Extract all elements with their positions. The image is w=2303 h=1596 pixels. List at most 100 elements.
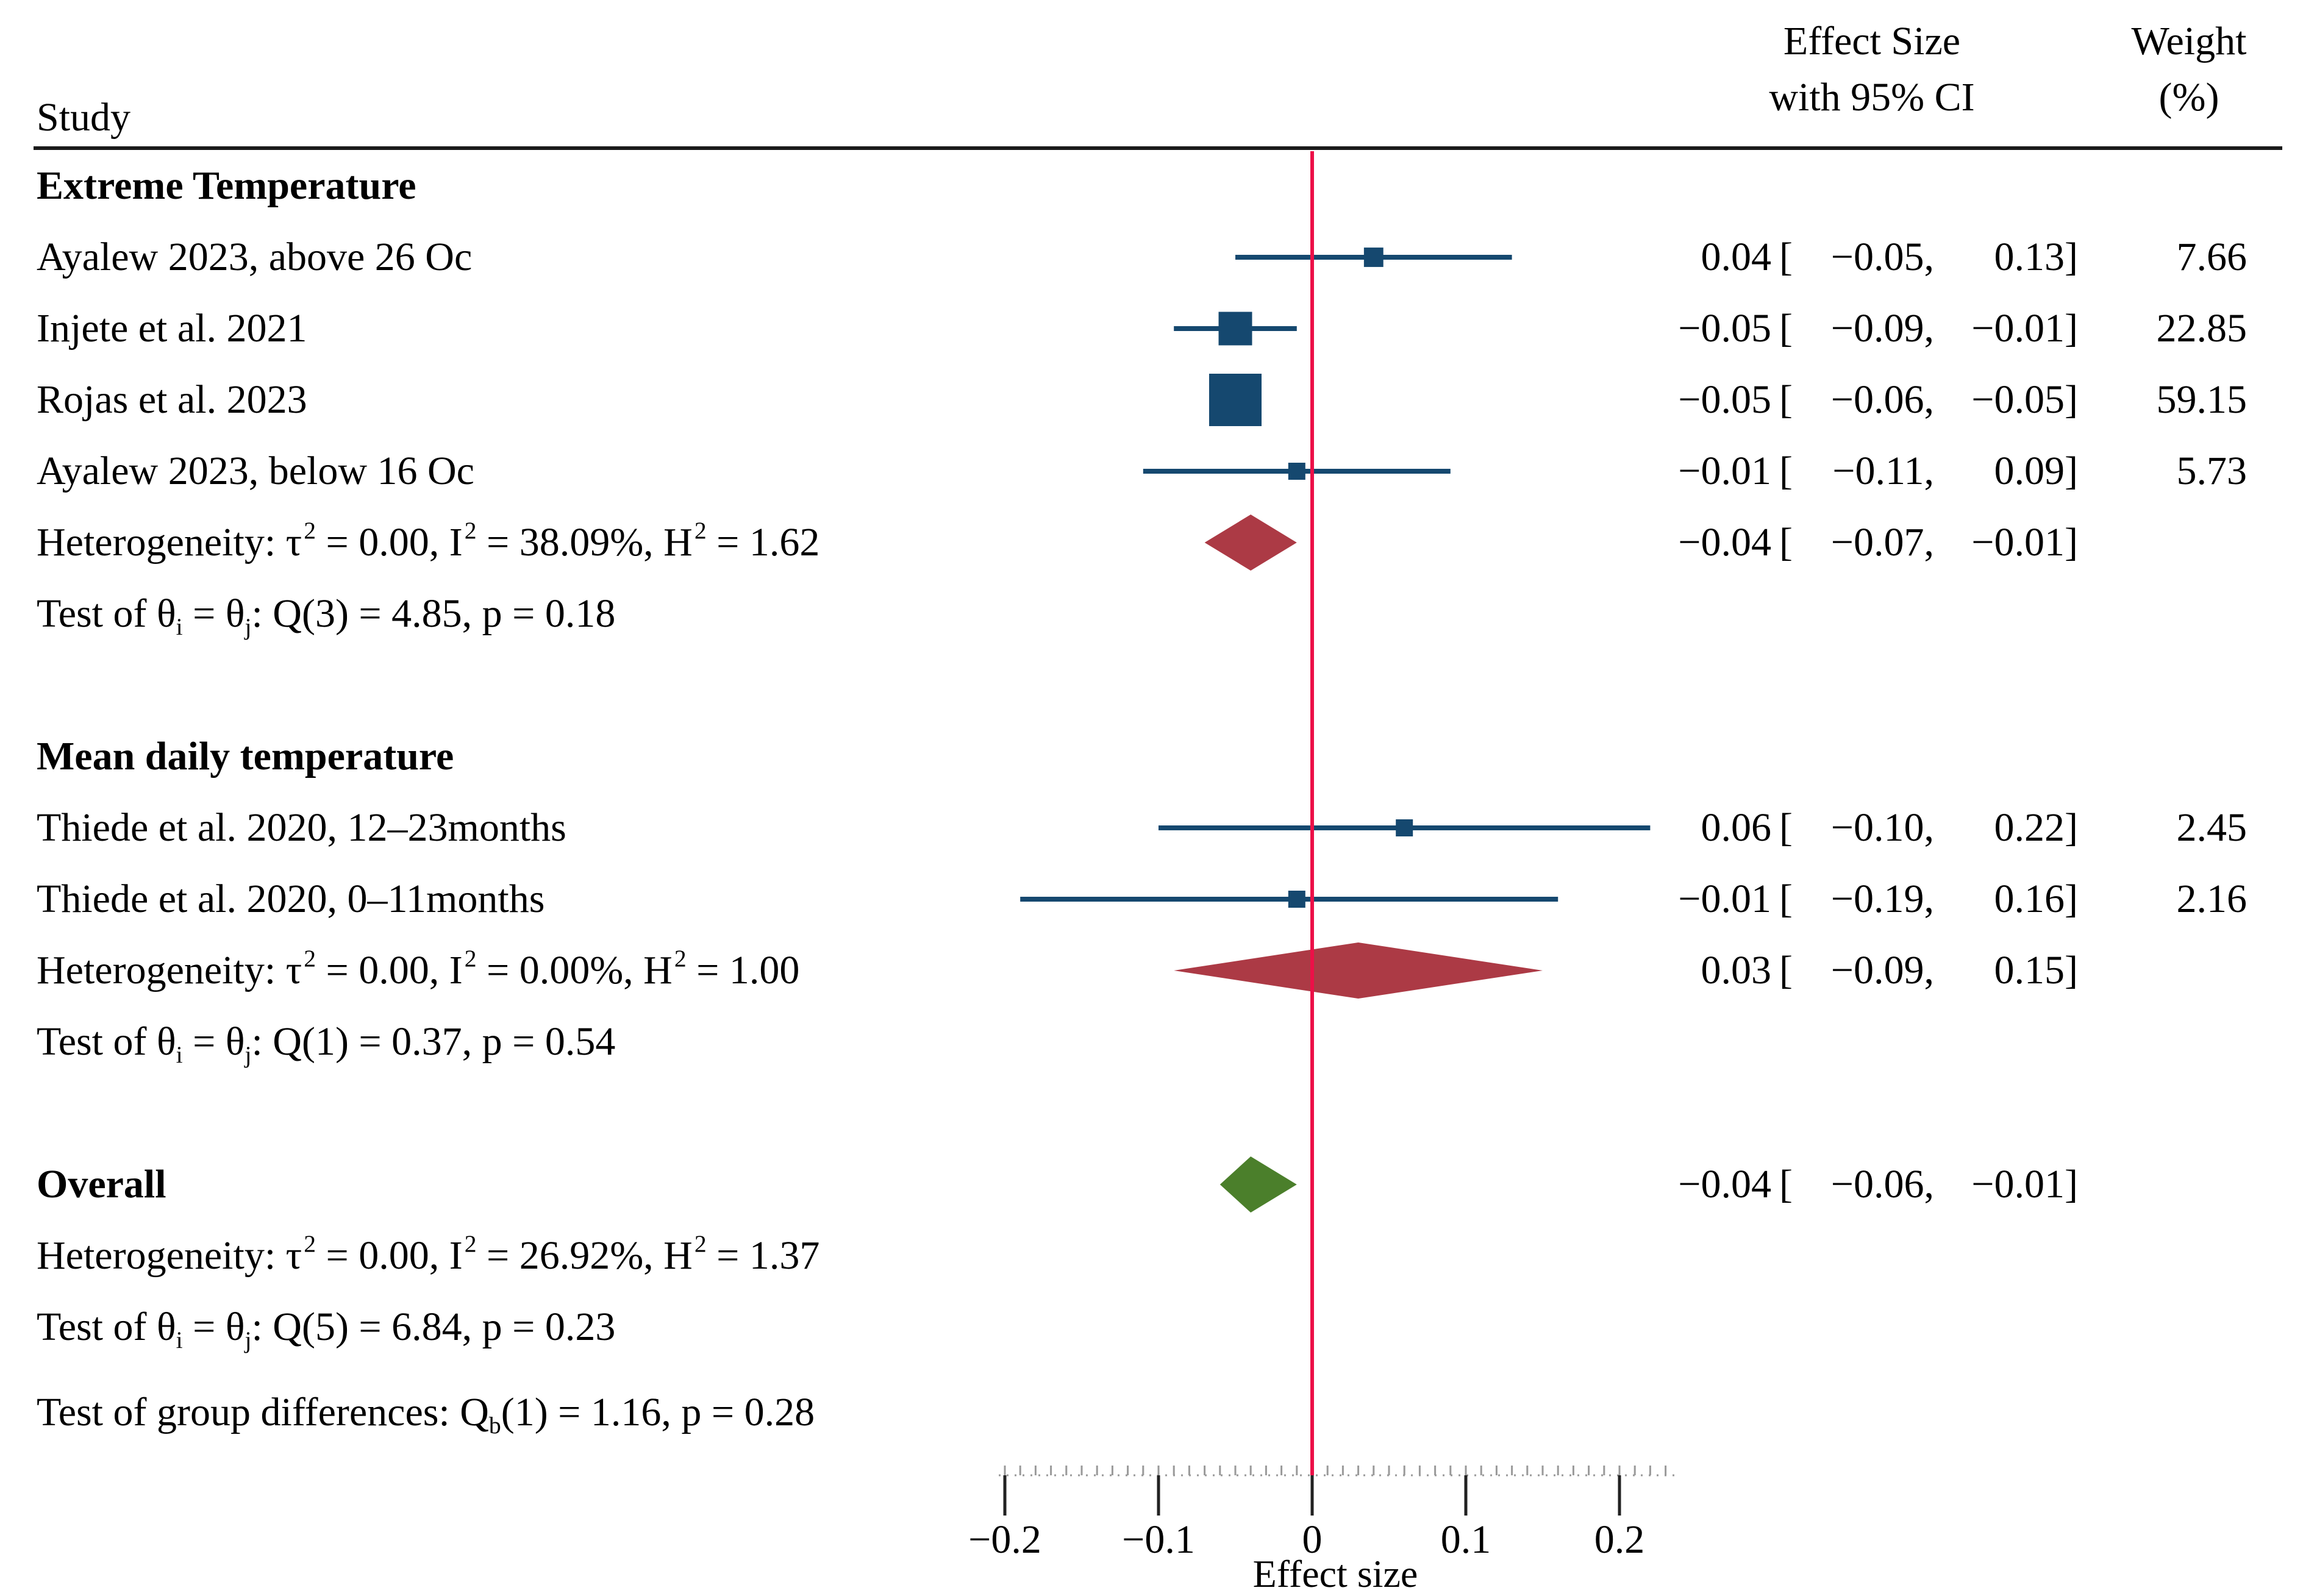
study-label: Thiede et al. 2020, 0–11months (37, 877, 545, 921)
ci-upper: 0.16] (1994, 877, 2078, 921)
test-of-theta-line-part: Test of θ (37, 591, 176, 636)
heterogeneity-line-part: = 26.92%, H (476, 1233, 693, 1278)
effect-square (1363, 248, 1384, 267)
ci-upper: −0.01] (1971, 520, 2078, 565)
test-of-theta-line-part: : Q(5) = 6.84, p = 0.23 (251, 1305, 616, 1349)
x-tick-label: 0 (1302, 1517, 1323, 1562)
effect-square (1396, 819, 1413, 836)
effect-square (1288, 463, 1305, 480)
ci-upper: −0.01] (1971, 306, 2078, 351)
heterogeneity-line: Heterogeneity: τ2 = 0.00, I2 = 0.00%, H2… (37, 945, 799, 994)
study-label: Ayalew 2023, above 26 Oc (37, 235, 473, 279)
test-of-theta-line-part: : Q(3) = 4.85, p = 0.18 (251, 591, 616, 636)
heterogeneity-line-part: Heterogeneity: τ (37, 520, 302, 565)
ci-lower: −0.19, (1830, 877, 1934, 921)
overall-header: Overall (37, 1162, 166, 1206)
x-tick-label: 0.2 (1594, 1517, 1645, 1562)
effect-estimate: −0.05 (1678, 306, 1771, 351)
ci-lower: −0.11, (1832, 449, 1934, 493)
test-of-theta-line-part: Test of θ (37, 1019, 176, 1064)
test-of-theta-line-part: i (176, 1041, 183, 1068)
ci-open-bracket: [ (1779, 1162, 1793, 1206)
test-of-theta-line-part: j (245, 613, 252, 640)
effect-estimate: −0.01 (1678, 877, 1771, 921)
heterogeneity-line-part: = 0.00%, H (476, 948, 673, 992)
effect-size-header-line2: with 95% CI (1769, 75, 1975, 119)
effect-estimate: −0.04 (1678, 520, 1771, 565)
weight-value: 22.85 (2156, 306, 2248, 351)
test-of-theta-line-part: = θ (182, 591, 245, 636)
heterogeneity-line-part: 2 (464, 1230, 477, 1258)
effect-estimate: 0.04 (1701, 235, 1772, 279)
ci-open-bracket: [ (1779, 877, 1793, 921)
weight-column-header-line2: (%) (2158, 75, 2219, 119)
x-tick-label: −0.2 (968, 1517, 1041, 1562)
effect-square (1209, 374, 1262, 426)
study-label: Ayalew 2023, below 16 Oc (37, 449, 474, 493)
heterogeneity-line: Heterogeneity: τ2 = 0.00, I2 = 38.09%, H… (37, 517, 820, 566)
x-tick-label: −0.1 (1122, 1517, 1195, 1562)
ci-open-bracket: [ (1779, 306, 1793, 351)
group-header: Mean daily temperature (37, 734, 454, 778)
heterogeneity-line-part: = 0.00, I (315, 948, 463, 992)
heterogeneity-line-part: = 0.00, I (315, 520, 463, 565)
header-divider-rule (34, 146, 2282, 150)
heterogeneity-line-part: = 0.00, I (315, 1233, 463, 1278)
ci-upper: 0.13] (1994, 235, 2078, 279)
ci-lower: −0.06, (1830, 1162, 1934, 1206)
effect-estimate: 0.03 (1701, 948, 1772, 992)
ci-lower: −0.06, (1830, 377, 1934, 422)
ci-upper: 0.09] (1994, 449, 2078, 493)
test-of-theta-line: Test of θi = θj: Q(1) = 0.37, p = 0.54 (37, 1019, 616, 1068)
effect-square (1288, 891, 1305, 908)
heterogeneity-line-part: Heterogeneity: τ (37, 948, 302, 992)
test-of-theta-line-part: j (245, 1326, 252, 1353)
weight-value: 2.45 (2176, 805, 2248, 850)
weight-value: 59.15 (2156, 377, 2248, 422)
heterogeneity-line-part: 2 (674, 945, 687, 972)
effect-estimate: −0.01 (1678, 449, 1771, 493)
group-differences-line-part: b (488, 1412, 501, 1439)
heterogeneity-line-part: 2 (304, 1230, 316, 1258)
heterogeneity-line-part: 2 (304, 517, 316, 544)
test-of-theta-line-part: = θ (182, 1305, 245, 1349)
overall-summary-diamond (1219, 1156, 1297, 1213)
study-label: Injete et al. 2021 (37, 306, 307, 351)
group-differences-line-part: (1) = 1.16, p = 0.28 (501, 1390, 815, 1435)
ci-open-bracket: [ (1779, 520, 1793, 565)
heterogeneity-line-part: = 1.37 (706, 1233, 820, 1278)
heterogeneity-line-part: 2 (694, 1230, 707, 1258)
heterogeneity-line-part: = 38.09%, H (476, 520, 693, 565)
weight-column-header-line1: Weight (2131, 19, 2247, 63)
ci-open-bracket: [ (1779, 377, 1793, 422)
ci-lower: −0.09, (1830, 948, 1934, 992)
group-header: Extreme Temperature (37, 163, 416, 208)
test-of-theta-line-part: : Q(1) = 0.37, p = 0.54 (251, 1019, 616, 1064)
effect-estimate: −0.05 (1678, 377, 1771, 422)
heterogeneity-line-part: = 1.62 (706, 520, 820, 565)
weight-value: 5.73 (2176, 449, 2248, 493)
x-axis-title: Effect size (1252, 1552, 1418, 1595)
ci-open-bracket: [ (1779, 235, 1793, 279)
study-label: Thiede et al. 2020, 12–23months (37, 805, 566, 850)
study-column-header: Study (37, 95, 131, 140)
heterogeneity-line-part: 2 (304, 945, 316, 972)
group-differences-line: Test of group differences: Qb(1) = 1.16,… (37, 1389, 815, 1439)
effect-estimate: −0.04 (1678, 1162, 1771, 1206)
heterogeneity-line-part: Heterogeneity: τ (37, 1233, 302, 1278)
ci-lower: −0.10, (1830, 805, 1934, 850)
ci-upper: −0.05] (1971, 377, 2078, 422)
subgroup-summary-diamond (1204, 515, 1297, 571)
effect-size-header-line1: Effect Size (1783, 19, 1961, 63)
weight-value: 7.66 (2176, 235, 2248, 279)
x-tick-label: 0.1 (1440, 1517, 1491, 1562)
test-of-theta-line: Test of θi = θj: Q(5) = 6.84, p = 0.23 (37, 1304, 616, 1353)
effect-square (1218, 312, 1252, 346)
ci-open-bracket: [ (1779, 805, 1793, 850)
ci-lower: −0.05, (1830, 235, 1934, 279)
effect-estimate: 0.06 (1701, 805, 1772, 850)
study-label: Rojas et al. 2023 (37, 377, 307, 422)
weight-value: 2.16 (2176, 877, 2248, 921)
